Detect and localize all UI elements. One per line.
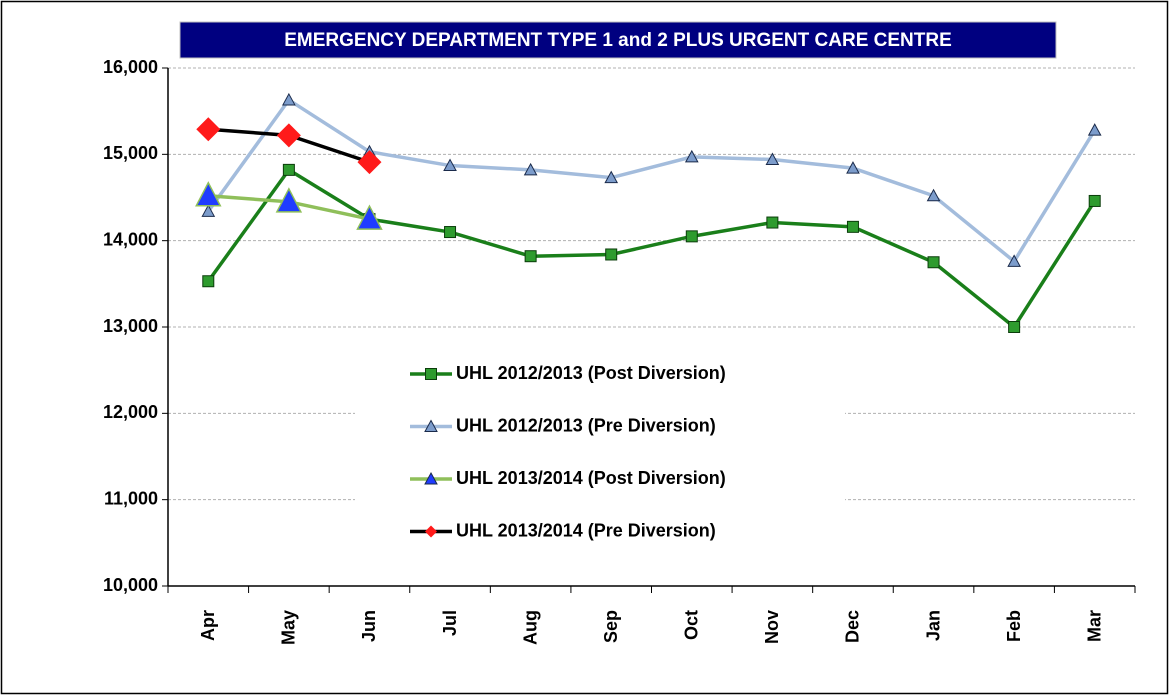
marker <box>425 368 437 380</box>
marker <box>196 117 221 142</box>
x-tick-label: Jan <box>923 610 943 641</box>
marker <box>282 163 295 176</box>
marker <box>926 188 941 202</box>
x-tick-label: Mar <box>1084 610 1104 642</box>
y-tick-label: 15,000 <box>103 143 158 163</box>
marker <box>927 256 940 269</box>
marker <box>524 250 537 263</box>
marker <box>605 248 618 261</box>
marker <box>1087 123 1102 136</box>
y-tick-label: 14,000 <box>103 229 158 249</box>
marker <box>684 149 699 163</box>
legend-label: UHL 2013/2014 (Pre Diversion) <box>456 520 716 540</box>
marker <box>523 162 538 176</box>
marker <box>202 275 215 288</box>
chart-title: EMERGENCY DEPARTMENT TYPE 1 and 2 PLUS U… <box>284 30 952 51</box>
marker <box>425 525 437 538</box>
marker <box>201 204 216 217</box>
marker <box>275 187 303 213</box>
series-line <box>206 97 1097 265</box>
y-tick-label: 13,000 <box>103 316 158 336</box>
x-tick-label: Sep <box>601 610 621 643</box>
marker <box>1007 254 1021 267</box>
x-tick-label: Nov <box>762 610 782 644</box>
x-tick-label: May <box>279 610 299 645</box>
x-tick-label: Jun <box>359 610 379 642</box>
x-tick-label: Feb <box>1004 610 1024 642</box>
marker <box>846 161 860 174</box>
marker <box>424 419 438 432</box>
marker <box>765 152 780 166</box>
marker <box>357 150 382 175</box>
marker <box>604 170 619 184</box>
marker <box>195 181 222 207</box>
marker <box>846 220 859 233</box>
marker <box>282 92 296 106</box>
marker <box>276 123 301 148</box>
marker <box>424 471 438 485</box>
legend-label: UHL 2012/2013 (Post Diversion) <box>456 363 726 383</box>
series-line <box>206 167 1097 330</box>
marker <box>1088 194 1101 207</box>
y-tick-label: 16,000 <box>103 57 158 77</box>
y-tick-label: 11,000 <box>104 488 158 508</box>
title-box <box>179 21 1057 59</box>
x-tick-label: Apr <box>198 610 218 641</box>
marker <box>444 226 457 239</box>
x-tick-label: Aug <box>520 610 540 645</box>
marker <box>685 230 698 243</box>
legend-label: UHL 2013/2014 (Post Diversion) <box>456 468 726 488</box>
marker <box>766 216 779 229</box>
y-tick-label: 10,000 <box>103 575 158 595</box>
x-tick-label: Oct <box>682 610 702 640</box>
x-tick-label: Dec <box>843 610 863 643</box>
legend-label: UHL 2012/2013 (Pre Diversion) <box>456 415 716 435</box>
marker <box>1008 321 1021 333</box>
marker <box>443 158 457 172</box>
marker <box>356 204 383 230</box>
x-tick-label: Jul <box>440 610 460 636</box>
y-tick-label: 12,000 <box>103 402 158 422</box>
